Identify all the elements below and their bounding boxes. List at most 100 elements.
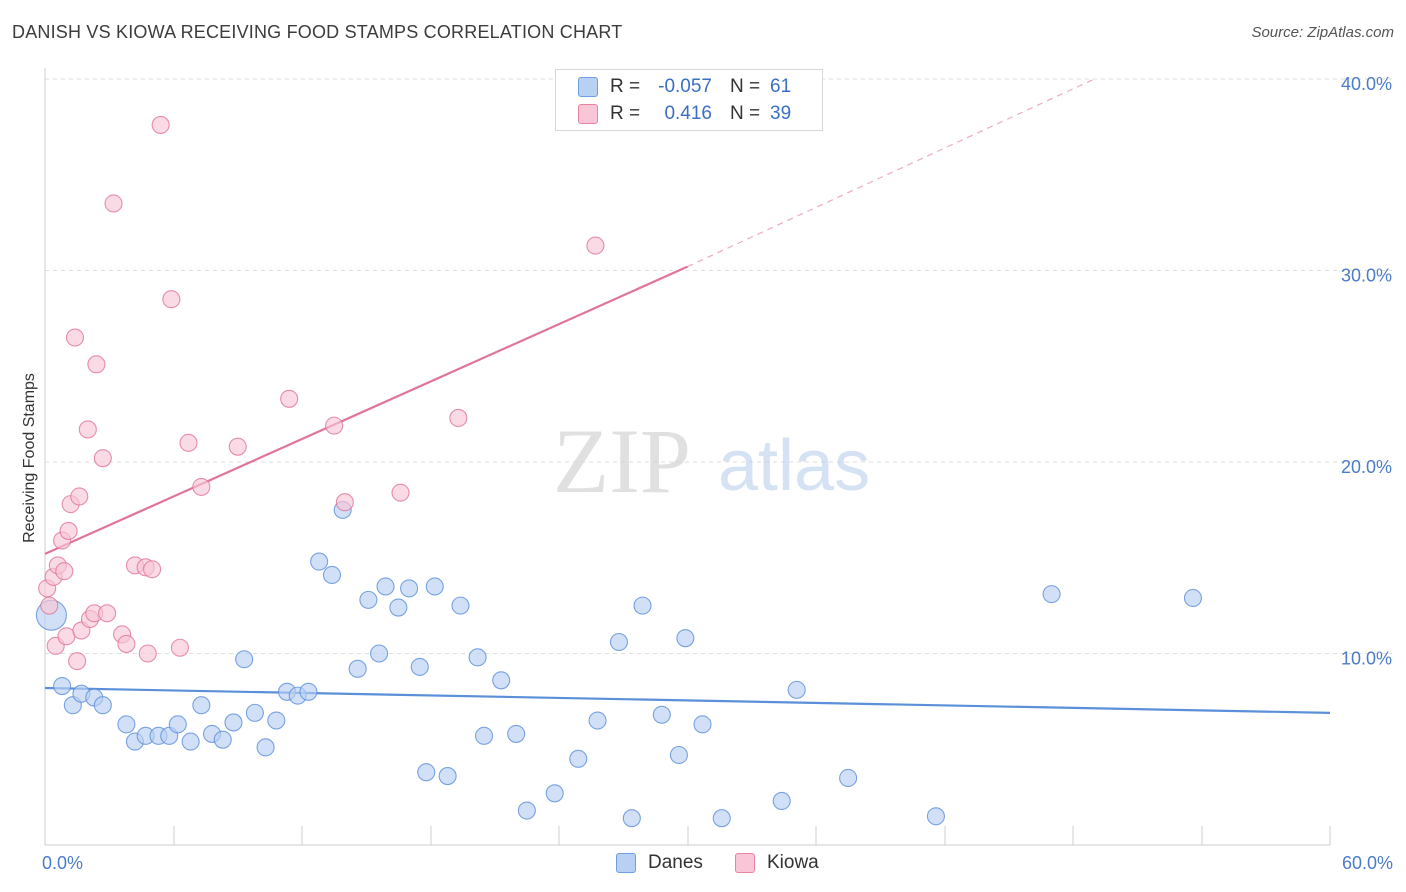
point-danes-46 (609, 632, 629, 652)
point-danes-13 (192, 696, 211, 715)
point-danes-36 (438, 767, 457, 786)
point-danes-56 (839, 768, 858, 788)
point-danes-29 (370, 644, 389, 663)
series-label-kiowa: Kiowa (767, 852, 819, 873)
point-danes-32 (400, 579, 419, 598)
point-kiowa-18 (93, 449, 112, 468)
legend-r-label: R = (610, 103, 641, 124)
point-danes-23 (299, 682, 318, 701)
point-danes-39 (474, 726, 494, 745)
point-kiowa-26 (143, 560, 162, 579)
point-kiowa-38 (586, 236, 605, 255)
point-danes-50 (669, 745, 688, 765)
point-danes-25 (322, 565, 342, 585)
point-kiowa-17 (87, 355, 106, 374)
point-danes-15 (213, 730, 232, 749)
point-danes-18 (245, 703, 264, 722)
point-danes-42 (517, 801, 536, 820)
point-danes-54 (772, 791, 791, 811)
series-swatch-kiowa (735, 853, 755, 873)
point-kiowa-28 (162, 290, 181, 309)
legend-n-value-kiowa: 39 (770, 103, 792, 124)
y-axis-title: Receiving Food Stamps (21, 373, 38, 543)
point-danes-28 (359, 590, 378, 609)
point-kiowa-14 (78, 420, 97, 439)
legend-n-value-danes: 61 (770, 76, 792, 97)
point-danes-49 (652, 705, 671, 724)
point-kiowa-20 (104, 194, 123, 213)
point-kiowa-19 (98, 604, 117, 623)
y-tick-label: 20.0% (1341, 457, 1392, 477)
point-danes-55 (787, 680, 806, 699)
y-tick-label: 30.0% (1341, 266, 1392, 286)
legend-r-value-kiowa: 0.416 (664, 103, 712, 124)
point-danes-24 (310, 552, 329, 571)
y-tick-label: 10.0% (1341, 649, 1392, 669)
point-kiowa-35 (335, 493, 354, 512)
legend-n-label: N = (730, 76, 761, 97)
point-danes-47 (622, 809, 641, 828)
series-label-danes: Danes (648, 852, 703, 873)
point-kiowa-6 (55, 562, 74, 581)
legend-swatch-danes (578, 77, 598, 97)
watermark: ZIP atlas (553, 410, 870, 512)
legend-swatch-kiowa (578, 104, 598, 124)
point-kiowa-37 (449, 408, 468, 428)
axes (44, 68, 1331, 846)
series-legend: Danes Kiowa (0, 852, 1406, 878)
legend-row-danes: R = -0.057 N = 61 (578, 75, 791, 99)
point-kiowa-32 (228, 437, 247, 456)
point-danes-11 (168, 715, 187, 734)
point-danes-52 (693, 715, 712, 734)
grid-lines (45, 78, 1392, 654)
point-danes-12 (181, 732, 200, 751)
point-kiowa-29 (170, 638, 189, 657)
x-tick-label-max: 60.0% (1342, 853, 1393, 873)
point-danes-17 (235, 650, 254, 669)
x-tick-label-min: 0.0% (42, 853, 83, 873)
point-danes-41 (507, 724, 526, 743)
point-kiowa-22 (117, 634, 136, 653)
watermark-atlas: atlas (718, 426, 870, 506)
point-kiowa-11 (68, 652, 87, 671)
chart-title: DANISH VS KIOWA RECEIVING FOOD STAMPS CO… (12, 22, 623, 42)
point-kiowa-31 (192, 477, 211, 496)
point-kiowa-27 (151, 115, 170, 135)
legend: R = -0.057 N = 61 R = 0.416 N = 39 (555, 69, 823, 131)
point-danes-43 (545, 784, 564, 803)
point-danes-57 (926, 807, 945, 826)
point-danes-40 (492, 671, 511, 690)
point-kiowa-36 (391, 483, 410, 502)
point-danes-48 (633, 596, 652, 615)
point-danes-37 (451, 596, 470, 615)
point-danes-5 (93, 696, 112, 715)
watermark-zip: ZIP (553, 410, 691, 512)
point-danes-38 (468, 648, 487, 667)
series-legend-danes[interactable]: Danes (616, 852, 703, 874)
legend-r-label: R = (610, 76, 641, 97)
point-danes-59 (1183, 588, 1202, 608)
point-kiowa-8 (59, 521, 78, 540)
point-danes-35 (425, 577, 444, 596)
point-danes-30 (376, 577, 395, 596)
point-danes-33 (410, 657, 429, 676)
point-danes-45 (588, 711, 607, 730)
legend-row-kiowa: R = 0.416 N = 39 (578, 102, 791, 126)
point-danes-34 (417, 763, 436, 782)
point-danes-27 (348, 659, 367, 678)
legend-n-label: N = (730, 103, 761, 124)
point-danes-31 (389, 598, 408, 617)
trend-extension-kiowa (687, 78, 1095, 268)
data-points (35, 115, 1202, 828)
point-kiowa-34 (325, 416, 344, 435)
series-legend-kiowa[interactable]: Kiowa (735, 852, 819, 874)
y-tick-label: 40.0% (1341, 74, 1392, 94)
point-danes-44 (569, 749, 588, 768)
point-danes-16 (224, 713, 243, 732)
point-kiowa-1 (40, 596, 59, 615)
point-kiowa-12 (70, 487, 89, 506)
axis-labels: 10.0% 20.0% 30.0% 40.0% 0.0% 60.0% Receiving F… (21, 74, 1393, 873)
point-danes-20 (267, 711, 286, 730)
source-label: Source: ZipAtlas.com (1251, 24, 1394, 41)
